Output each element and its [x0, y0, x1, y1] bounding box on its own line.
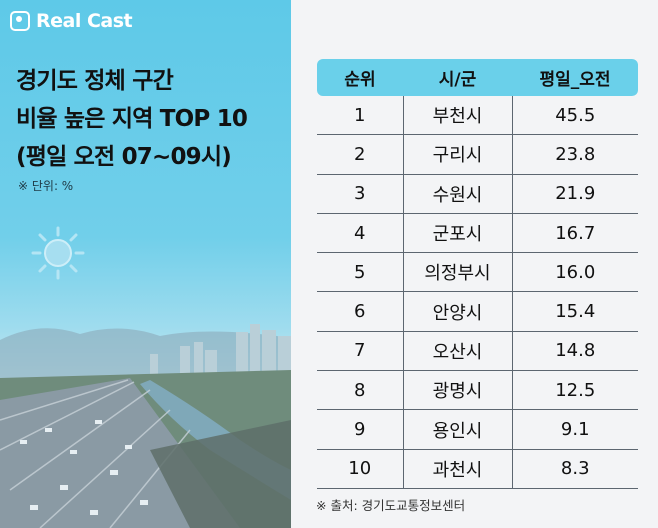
value-cell: 8.3	[512, 449, 638, 489]
rank-cell: 10	[317, 449, 403, 489]
unit-note: ※ 단위: %	[18, 179, 74, 193]
title-line-3: (평일 오전 07~09시)	[16, 144, 232, 170]
rank-cell: 8	[317, 370, 403, 411]
table-header-row: 순위 시/군 평일_오전	[317, 59, 638, 96]
city-cell: 수원시	[402, 174, 513, 214]
value-cell: 9.1	[512, 409, 638, 450]
brand-logo: Real Cast	[10, 10, 133, 32]
brand-logo-text: Real Cast	[36, 10, 133, 32]
city-cell: 용인시	[402, 409, 513, 450]
table-row: 1 부천시 45.5	[317, 96, 638, 136]
city-cell: 부천시	[402, 96, 513, 136]
table-row: 9 용인시 9.1	[317, 409, 638, 450]
rank-cell: 4	[317, 213, 403, 254]
city-cell: 과천시	[402, 449, 513, 489]
rank-cell: 6	[317, 291, 403, 332]
city-cell: 광명시	[402, 370, 513, 411]
value-cell: 16.0	[512, 252, 638, 293]
camera-logo-icon	[10, 11, 30, 31]
table-row: 10 과천시 8.3	[317, 449, 638, 489]
ranking-table-container: 순위 시/군 평일_오전 1 부천시 45.5 2 구리시 23.8 3 수원시 21.9 4 군포…	[317, 59, 638, 489]
rank-cell: 3	[317, 174, 403, 214]
value-cell: 12.5	[512, 370, 638, 411]
table-row: 4 군포시 16.7	[317, 213, 638, 254]
table-row: 7 오산시 14.8	[317, 331, 638, 372]
table-row: 5 의정부시 16.0	[317, 252, 638, 293]
table-row: 6 안양시 15.4	[317, 291, 638, 332]
city-highway-illustration	[0, 324, 291, 528]
value-cell: 21.9	[512, 174, 638, 214]
column-header-rank: 순위	[317, 59, 403, 96]
table-row: 3 수원시 21.9	[317, 174, 638, 214]
title-line-1: 경기도 정체 구간	[16, 68, 174, 94]
table-row: 2 구리시 23.8	[317, 134, 638, 175]
value-cell: 15.4	[512, 291, 638, 332]
city-cell: 안양시	[402, 291, 513, 332]
city-cell: 의정부시	[402, 252, 513, 293]
page-title: 경기도 정체 구간 비율 높은 지역 TOP 10 (평일 오전 07~09시)	[16, 62, 286, 176]
left-panel: Real Cast 경기도 정체 구간 비율 높은 지역 TOP 10 (평일 …	[0, 0, 291, 528]
rank-cell: 7	[317, 331, 403, 372]
value-cell: 45.5	[512, 96, 638, 136]
value-cell: 14.8	[512, 331, 638, 372]
column-header-city: 시/군	[403, 59, 512, 96]
value-cell: 23.8	[512, 134, 638, 175]
title-line-2: 비율 높은 지역 TOP 10	[16, 106, 248, 132]
table-row: 8 광명시 12.5	[317, 370, 638, 411]
ranking-table: 순위 시/군 평일_오전 1 부천시 45.5 2 구리시 23.8 3 수원시 21.9 4 군포…	[317, 59, 638, 489]
city-cell: 구리시	[402, 134, 513, 175]
rank-cell: 9	[317, 409, 403, 450]
rank-cell: 1	[317, 96, 403, 136]
value-cell: 16.7	[512, 213, 638, 254]
rank-cell: 2	[317, 134, 403, 175]
sun-icon	[31, 226, 85, 280]
rank-cell: 5	[317, 252, 403, 293]
source-note: ※ 출처: 경기도교통정보센터	[316, 498, 466, 513]
column-header-value: 평일_오전	[512, 59, 638, 96]
city-cell: 오산시	[402, 331, 513, 372]
city-cell: 군포시	[402, 213, 513, 254]
